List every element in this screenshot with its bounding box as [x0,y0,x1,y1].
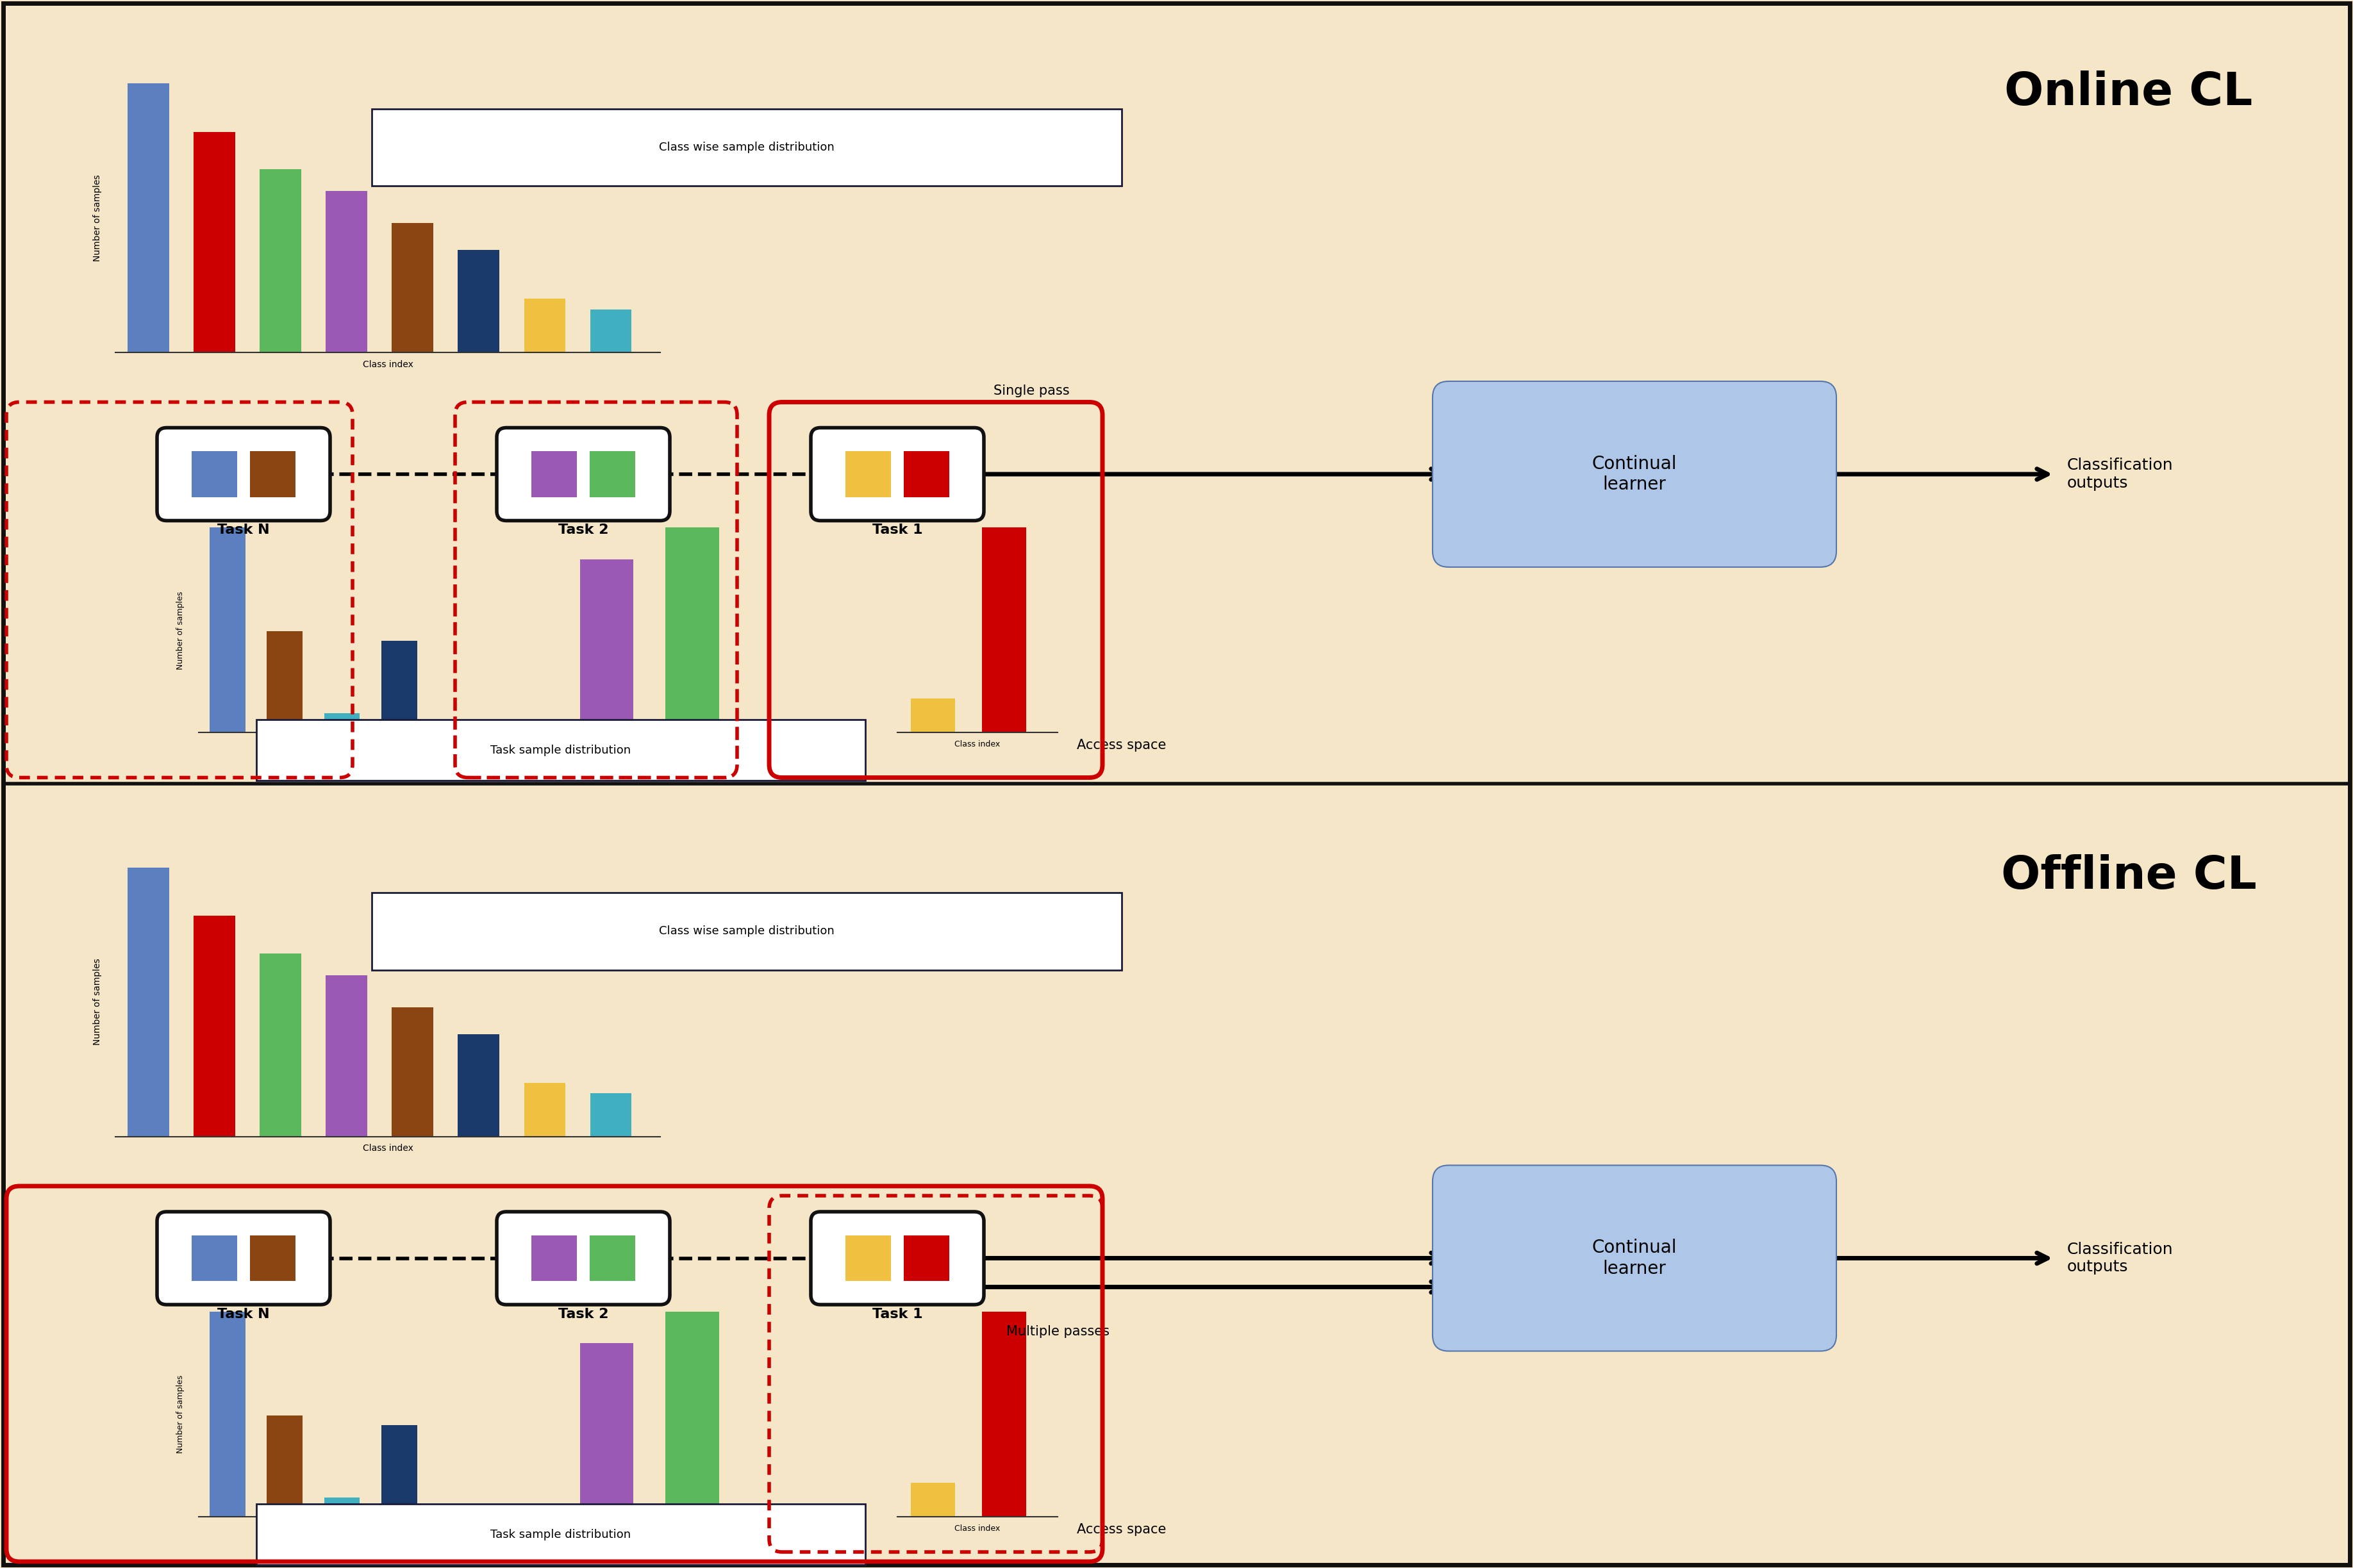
Bar [259,953,301,1137]
Bar [581,1344,633,1516]
Text: Task 2: Task 2 [558,1308,609,1320]
Bar [209,528,245,732]
Text: Number of samples: Number of samples [176,1375,186,1454]
Text: Task sample distribution: Task sample distribution [492,745,631,756]
FancyBboxPatch shape [2,3,2351,1565]
Bar [381,1425,416,1516]
Bar [249,1236,296,1281]
Text: Class index: Class index [296,1524,344,1534]
Text: Class wise sample distribution: Class wise sample distribution [659,925,835,938]
Bar [191,1236,238,1281]
Bar [581,560,633,732]
Bar [666,528,720,732]
FancyBboxPatch shape [372,108,1122,187]
FancyBboxPatch shape [372,892,1122,971]
Text: Single pass: Single pass [993,384,1071,397]
Text: Multiple passes: Multiple passes [1007,1325,1111,1338]
Bar [459,1035,499,1137]
Bar [591,1093,631,1137]
Bar [191,452,238,497]
Bar [259,169,301,353]
Bar [911,699,955,732]
Text: Task N: Task N [216,1308,271,1320]
Bar [193,132,235,353]
Text: Access space: Access space [1078,1523,1167,1537]
Text: Offline CL: Offline CL [2000,855,2257,898]
Text: Task sample distribution: Task sample distribution [492,1529,631,1540]
Text: Continual
learner: Continual learner [1593,1239,1678,1278]
Text: Number of samples: Number of samples [92,174,101,262]
Bar [591,1236,635,1281]
Text: Class index: Class index [638,1524,682,1534]
Text: Class index: Class index [955,1524,1000,1534]
Bar [249,452,296,497]
Text: Number of samples: Number of samples [92,958,101,1046]
Text: Access space: Access space [1078,739,1167,753]
Bar [193,916,235,1137]
Text: Class index: Class index [296,740,344,750]
FancyBboxPatch shape [256,720,866,781]
FancyBboxPatch shape [496,1212,671,1305]
FancyBboxPatch shape [158,1212,329,1305]
Bar [266,1416,304,1516]
Text: Online CL: Online CL [2005,71,2252,114]
Bar [393,1007,433,1137]
FancyBboxPatch shape [1433,381,1835,568]
Bar [981,528,1026,732]
Text: Task 2: Task 2 [558,524,609,536]
Text: Class index: Class index [362,1145,414,1152]
Bar [127,83,169,353]
Bar [209,1312,245,1516]
Text: Number of samples: Number of samples [176,591,186,670]
Text: Class index: Class index [362,361,414,368]
Bar [393,223,433,353]
FancyBboxPatch shape [1433,1165,1835,1352]
Bar [459,251,499,353]
Text: Classification
outputs: Classification outputs [2068,1242,2174,1275]
Bar [532,452,576,497]
Bar [325,975,367,1137]
Bar [981,1312,1026,1516]
Bar [525,1082,565,1137]
Bar [904,1236,951,1281]
Bar [325,713,360,732]
Bar [845,452,892,497]
Bar [325,191,367,353]
Bar [845,1236,892,1281]
Text: Task 1: Task 1 [873,1308,922,1320]
FancyBboxPatch shape [812,428,984,521]
Bar [591,452,635,497]
Bar [532,1236,576,1281]
Bar [381,641,416,732]
Text: Class wise sample distribution: Class wise sample distribution [659,141,835,154]
Bar [666,1312,720,1516]
Bar [911,1483,955,1516]
Text: Task N: Task N [216,524,271,536]
Bar [325,1497,360,1516]
Bar [266,632,304,732]
FancyBboxPatch shape [158,428,329,521]
Text: Classification
outputs: Classification outputs [2068,458,2174,491]
Text: Class index: Class index [638,740,682,750]
Bar [591,309,631,353]
Text: Task 1: Task 1 [873,524,922,536]
Bar [127,867,169,1137]
Text: Class index: Class index [955,740,1000,750]
Bar [525,298,565,353]
FancyBboxPatch shape [812,1212,984,1305]
Text: Continual
learner: Continual learner [1593,455,1678,494]
Bar [904,452,951,497]
FancyBboxPatch shape [256,1504,866,1565]
FancyBboxPatch shape [496,428,671,521]
